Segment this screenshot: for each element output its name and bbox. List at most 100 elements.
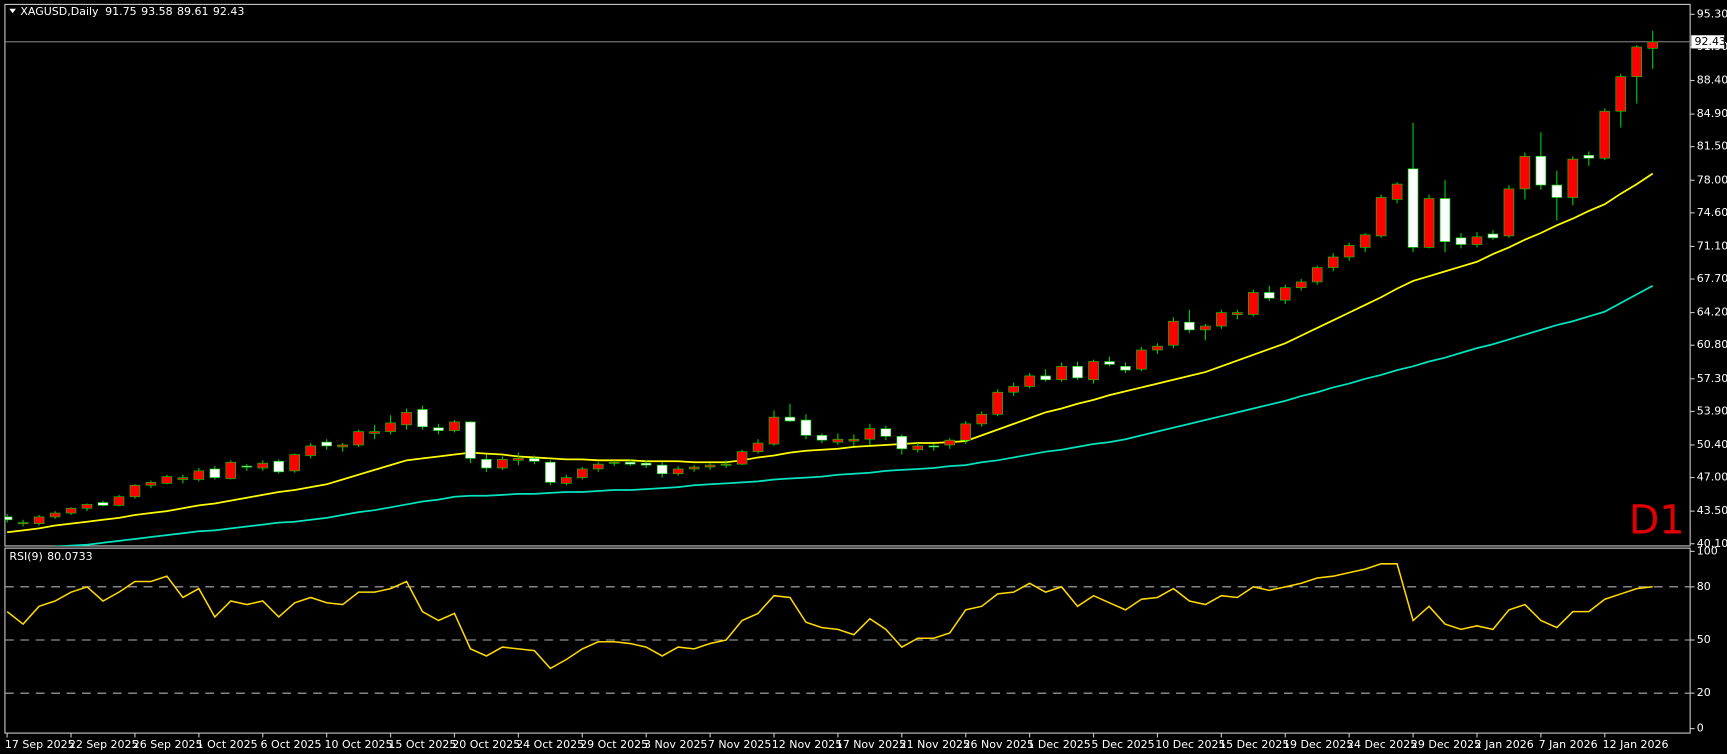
candle-body (4, 516, 13, 521)
candle-body (1535, 155, 1547, 186)
candle-body (1455, 237, 1467, 245)
rsi-tick-label: 20 (1697, 686, 1711, 699)
candle-body (1056, 365, 1067, 381)
candle-body (1615, 76, 1627, 112)
candle-body (321, 441, 332, 447)
candle-body (17, 522, 29, 525)
x-tick-label: 19 Dec 2025 (1283, 738, 1353, 751)
candle-body (1024, 375, 1035, 387)
candle-body (864, 428, 876, 440)
candle-body (49, 512, 61, 518)
candle-body (752, 442, 764, 453)
candle-body (1072, 365, 1083, 379)
candle-body (1184, 321, 1195, 331)
candle-body (1104, 361, 1115, 365)
candle-body (704, 464, 716, 468)
rsi-plot (4, 563, 1691, 694)
candle-body (976, 413, 987, 425)
candle-body (1503, 188, 1515, 237)
main-panel-frame (4, 3, 1691, 547)
candle-body (433, 427, 444, 431)
x-tick-label: 1 Dec 2025 (1027, 738, 1090, 751)
y-tick-label: 64.20 (1697, 306, 1727, 319)
candle-body (1279, 287, 1291, 301)
candle-body (1375, 197, 1387, 237)
rsi-tick-label: 80 (1697, 580, 1711, 593)
x-tick-label: 20 Oct 2025 (452, 738, 520, 751)
axes: 95.3091.9088.4084.9081.5078.0074.6071.10… (5, 7, 1727, 751)
candle-body (800, 419, 812, 436)
candle-body (912, 445, 924, 451)
x-tick-label: 26 Sep 2025 (133, 738, 203, 751)
x-tick-label: 12 Jan 2026 (1603, 738, 1669, 751)
price-plot (4, 30, 1691, 546)
candle-body (97, 502, 109, 506)
candle-body (1359, 234, 1371, 248)
candle-body (577, 468, 588, 478)
y-tick-label: 67.70 (1697, 272, 1727, 285)
x-tick-label: 24 Dec 2025 (1347, 738, 1417, 751)
candle-body (257, 462, 269, 469)
x-tick-label: 15 Dec 2025 (1219, 738, 1289, 751)
candle-body (960, 423, 972, 441)
rsi-tick-label: 100 (1697, 544, 1718, 557)
candle-body (353, 431, 364, 446)
x-tick-label: 1 Oct 2025 (197, 738, 258, 751)
candle-body (736, 451, 748, 465)
candle-body (720, 463, 732, 466)
rsi-header: RSI(9) 80.0733 (9, 550, 92, 563)
candle-body (1631, 46, 1643, 77)
rsi-panel-frame (4, 547, 1691, 734)
candle-body (848, 438, 860, 442)
candle-body (209, 468, 221, 478)
x-tick-label: 7 Nov 2025 (708, 738, 771, 751)
current-price-label: 92.43 (1695, 35, 1727, 48)
header-open: 91.75 (105, 5, 136, 18)
candle-body (1311, 267, 1323, 283)
candle-body (417, 409, 428, 428)
candle-body (545, 461, 556, 483)
y-tick-label: 47.00 (1697, 471, 1727, 484)
x-tick-label: 22 Sep 2025 (69, 738, 139, 751)
chart-header: XAGUSD,Daily 91.75 93.58 89.61 92.43 (20, 5, 244, 18)
candle-body (113, 496, 125, 506)
y-tick-label: 71.10 (1697, 239, 1727, 252)
candle-body (65, 507, 77, 514)
rsi-tick-label: 0 (1697, 722, 1704, 735)
candle-body (624, 461, 636, 465)
x-tick-label: 10 Dec 2025 (1155, 738, 1225, 751)
y-tick-label: 78.00 (1697, 173, 1727, 186)
rsi-value: 80.0733 (47, 550, 92, 563)
candle-body (896, 436, 908, 450)
candle-body (1343, 245, 1355, 258)
candle-body (225, 461, 237, 479)
x-tick-label: 17 Nov 2025 (836, 738, 906, 751)
candle-body (449, 421, 460, 431)
candle-body (561, 477, 572, 484)
x-tick-label: 2 Jan 2026 (1475, 738, 1534, 751)
x-tick-label: 12 Nov 2025 (772, 738, 842, 751)
candle-body (592, 463, 604, 470)
candle-body (1136, 349, 1147, 370)
candle-body (1008, 386, 1019, 393)
candle-body (177, 477, 189, 480)
y-tick-label: 53.90 (1697, 404, 1727, 417)
header-low: 89.61 (177, 5, 209, 18)
x-tick-label: 6 Oct 2025 (261, 738, 322, 751)
y-tick-label: 57.30 (1697, 372, 1727, 385)
candle-body (1567, 158, 1579, 198)
x-tick-label: 10 Oct 2025 (324, 738, 392, 751)
candle-body (1200, 325, 1211, 331)
candle-body (928, 445, 940, 448)
candle-body (944, 439, 956, 446)
candle-body (481, 459, 492, 469)
x-tick-label: 29 Oct 2025 (580, 738, 648, 751)
candle-body (1232, 312, 1243, 315)
candle-body (401, 412, 412, 426)
candle-body (513, 458, 524, 461)
moving-average-line (51, 284, 1654, 546)
candle-body (784, 416, 796, 422)
candle-body (1423, 198, 1435, 248)
